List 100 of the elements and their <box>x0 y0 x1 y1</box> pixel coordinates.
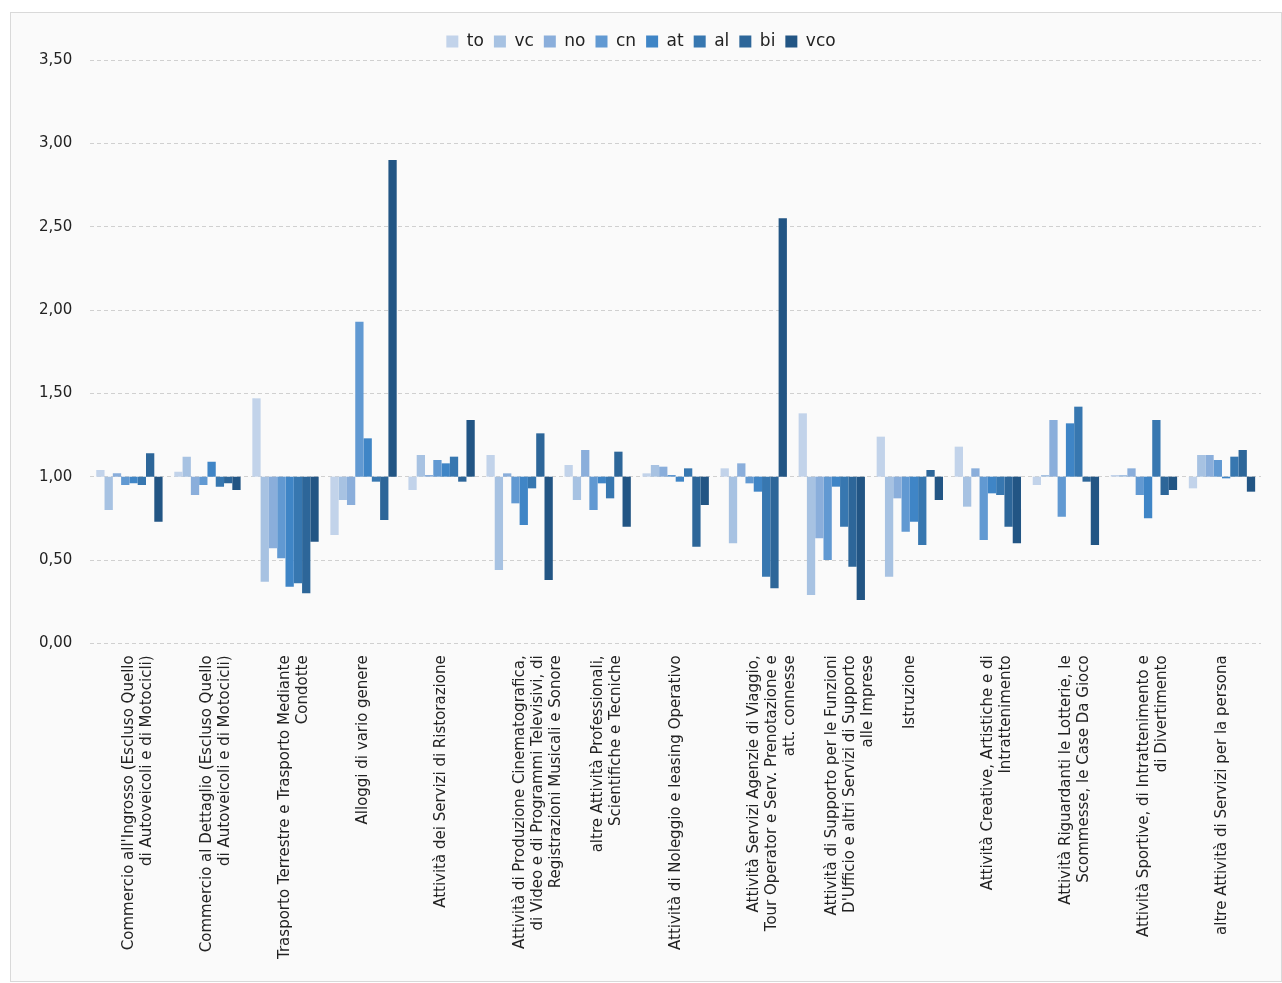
legend-label: no <box>564 29 586 50</box>
bar <box>728 476 738 544</box>
bar <box>310 476 319 542</box>
bar <box>1205 455 1214 477</box>
x-tick-label: Commercio al Dettaglio (Escluso Quello di Autoveicoli e di Motocicli) <box>197 655 234 953</box>
bar <box>806 476 816 596</box>
bar <box>371 476 381 482</box>
x-tick-label: Attività Servizi Agenzie di Viaggio, Tour Operator e Serv. Prenotazione e att. connesse <box>743 655 798 933</box>
bar <box>1065 423 1075 477</box>
x-tick-label: Attività dei Servizi di Ristorazione <box>431 655 450 908</box>
bar <box>823 476 832 561</box>
bar <box>199 476 208 486</box>
x-tick-label: altre Attività di Servizi per la persona <box>1211 655 1230 935</box>
bar <box>1246 476 1256 492</box>
bar <box>182 456 191 477</box>
bar <box>302 476 311 594</box>
bar <box>893 476 902 499</box>
bar <box>1160 476 1169 496</box>
bar <box>918 476 927 546</box>
bar <box>778 218 787 477</box>
y-tick-label: 0,00 <box>38 633 73 652</box>
bar <box>737 463 746 477</box>
bar <box>137 476 146 486</box>
bar <box>511 476 520 504</box>
bar <box>581 450 590 477</box>
x-tick-label: Attività Sportive, di Intrattenimento e di Divertimento <box>1133 655 1170 937</box>
bar <box>252 398 261 477</box>
bar <box>121 476 130 486</box>
bar <box>1012 476 1022 544</box>
bar <box>753 476 763 492</box>
bar <box>416 455 425 477</box>
bar <box>215 476 225 487</box>
legend-label: bi <box>759 29 776 50</box>
bar <box>934 476 943 501</box>
bar <box>815 476 824 539</box>
x-tick-label: Attività di Produzione Cinematografica, di Video e di Programmi Televisivi, di Registrazioni Musicali e Sonore <box>509 655 564 949</box>
bar <box>856 476 865 601</box>
bar <box>1127 468 1136 477</box>
bar <box>642 473 651 477</box>
bar <box>901 476 910 532</box>
bar <box>536 433 545 477</box>
bar <box>486 455 495 477</box>
legend-label: cn <box>615 29 637 50</box>
bar <box>260 476 269 582</box>
bar <box>503 473 512 477</box>
bar <box>330 476 339 536</box>
bar <box>190 476 200 496</box>
bar <box>363 438 372 477</box>
bar <box>129 476 138 484</box>
bar <box>650 465 660 477</box>
bar <box>614 451 623 477</box>
bar <box>1004 476 1013 527</box>
bar <box>1057 476 1066 517</box>
bar <box>1168 476 1178 491</box>
y-tick-label: 2,00 <box>38 299 73 318</box>
bar <box>268 476 278 549</box>
bar <box>884 476 894 577</box>
bar <box>572 476 582 501</box>
bar <box>1188 476 1198 489</box>
bar <box>1082 476 1091 482</box>
bar <box>831 476 841 487</box>
bar <box>408 476 417 491</box>
bar <box>174 471 183 477</box>
legend-label: to <box>466 29 484 50</box>
bar <box>720 468 729 477</box>
bar <box>285 476 294 587</box>
bar <box>494 476 504 571</box>
bar <box>433 460 442 477</box>
bar <box>954 446 963 477</box>
y-tick-label: 0,50 <box>38 549 73 568</box>
bar <box>996 476 1005 496</box>
bar <box>692 476 701 547</box>
bar <box>154 476 163 522</box>
bar <box>104 476 113 511</box>
bar <box>1197 455 1206 477</box>
bar <box>1143 476 1153 519</box>
bar <box>207 461 216 477</box>
bar <box>441 463 450 477</box>
bar <box>1032 476 1042 486</box>
bar <box>112 473 122 477</box>
legend-label: at <box>666 29 685 50</box>
bar <box>458 476 467 482</box>
bar <box>700 476 709 506</box>
x-tick-label: Commercio all'Ingrosso (Escluso Quello di Autoveicoli e di Motocicli) <box>119 655 156 951</box>
bar <box>544 476 553 581</box>
bar <box>449 456 459 477</box>
bar <box>355 321 364 477</box>
bar <box>388 160 397 477</box>
bar <box>564 465 573 477</box>
y-tick-label: 1,50 <box>38 383 73 402</box>
legend-label: vc <box>514 29 534 50</box>
bar <box>962 476 972 507</box>
legend-label: vco <box>805 29 836 50</box>
bar <box>979 476 988 541</box>
bar <box>926 470 935 477</box>
bar <box>909 476 919 522</box>
bar <box>1074 406 1083 477</box>
bar <box>1213 460 1222 477</box>
legend-label: al <box>714 29 730 50</box>
y-tick-label: 3,00 <box>38 133 73 152</box>
